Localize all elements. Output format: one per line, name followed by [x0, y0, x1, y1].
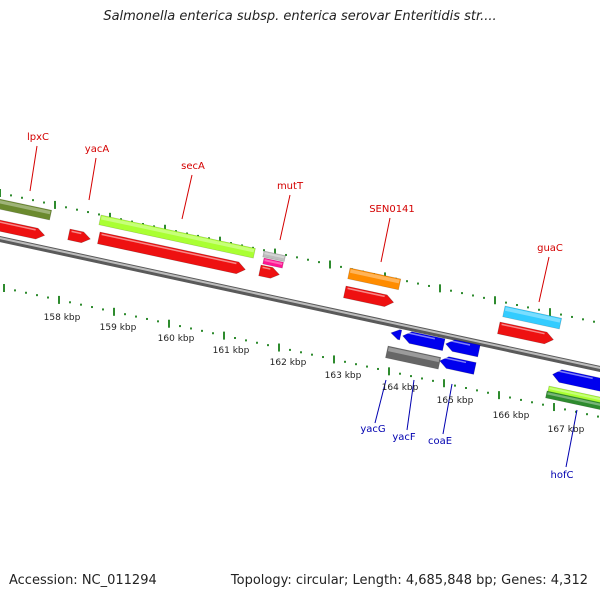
- scale-label: 159 kbp: [100, 323, 137, 333]
- feature-hofC-shape: [552, 369, 600, 392]
- scale-label: 167 kbp: [548, 425, 585, 435]
- feature-lpxC-shape: [0, 197, 53, 221]
- feature-red-1-shine: [0, 220, 36, 231]
- feature-darkgreen-rev-shine: [547, 392, 600, 407]
- label-guaC-line: [538, 256, 550, 303]
- feature-red-3: [97, 231, 246, 275]
- feature-red-6-shine: [501, 323, 545, 335]
- feature-red-3-shape: [97, 231, 246, 275]
- scale-label: 163 kbp: [325, 371, 362, 381]
- feature-secA-shape: [98, 214, 256, 259]
- feature-SEN0141: [347, 267, 402, 291]
- feature-SEN0141-shape: [347, 267, 402, 291]
- feature-SEN0141-shine: [349, 269, 400, 284]
- feature-yacG: [390, 329, 403, 341]
- scale-label: 161 kbp: [213, 346, 250, 356]
- feature-red-5: [343, 285, 395, 307]
- feature-mutT-grey-shine: [264, 252, 285, 259]
- feature-grey-rev-shape: [385, 345, 442, 370]
- scale-label: 162 kbp: [270, 358, 307, 368]
- feature-guaC: [502, 305, 563, 330]
- feature-mutT-grey: [262, 250, 286, 262]
- label-mutT: mutT: [277, 181, 304, 192]
- accession-label: Accession: NC_011294: [9, 573, 157, 588]
- scale-label: 160 kbp: [158, 334, 195, 344]
- genome-summary: Topology: circular; Length: 4,685,848 bp…: [230, 573, 588, 588]
- feature-red-2-shine: [71, 230, 82, 235]
- label-coaE-line: [442, 383, 453, 435]
- page-title: Salmonella enterica subsp. enterica sero…: [103, 9, 497, 24]
- label-yacG-line: [374, 379, 387, 424]
- feature-red-4: [258, 264, 280, 279]
- feature-hofC-shine: [555, 369, 593, 380]
- backbone-highlight: [0, 237, 600, 369]
- feature-yacG-shape: [390, 329, 403, 341]
- feature-guaC-shape: [502, 305, 563, 330]
- feature-secA-shine: [101, 216, 255, 253]
- feature-blue-rev-shine: [442, 356, 467, 364]
- feature-hofC: [552, 369, 600, 392]
- feature-lpxC-shine: [0, 199, 51, 215]
- feature-red-3-shine: [101, 233, 237, 265]
- scale-label: 164 kbp: [382, 383, 419, 393]
- feature-blue-rev-shape: [439, 356, 477, 375]
- label-SEN0141-line: [380, 217, 391, 263]
- feature-yacF-shape: [402, 331, 446, 351]
- label-SEN0141: SEN0141: [369, 204, 415, 215]
- feature-grey-rev: [385, 345, 442, 370]
- feature-red-5-shape: [343, 285, 395, 307]
- label-lpxC: lpxC: [27, 132, 49, 143]
- label-yacG: yacG: [360, 424, 385, 435]
- label-secA-line: [181, 174, 193, 220]
- label-yacA: yacA: [85, 144, 110, 155]
- label-yacF: yacF: [392, 432, 416, 443]
- feature-red-6: [497, 321, 554, 345]
- feature-lpxC: [0, 197, 53, 221]
- feature-coaE-shine: [448, 339, 471, 346]
- feature-mutT-shape: [262, 257, 284, 269]
- feature-mutT: [262, 257, 284, 269]
- feature-coaE-shape: [445, 339, 481, 358]
- feature-red-1: [0, 218, 46, 240]
- feature-mutT-shine: [264, 259, 283, 265]
- feature-guaC-shine: [504, 307, 561, 323]
- feature-coaE: [445, 339, 481, 358]
- label-yacF-line: [406, 379, 415, 431]
- feature-green-rev-shine: [549, 387, 600, 401]
- label-secA: secA: [181, 161, 205, 172]
- scale-label: 165 kbp: [437, 396, 474, 406]
- feature-red-6-shape: [497, 321, 554, 345]
- feature-darkgreen-rev: [545, 390, 600, 411]
- scale-label: 158 kbp: [44, 313, 81, 323]
- feature-mutT-grey-shape: [262, 250, 286, 262]
- feature-red-5-shine: [347, 287, 385, 298]
- feature-grey-rev-shine: [387, 347, 440, 363]
- feature-yacF: [402, 331, 446, 351]
- feature-red-1-shape: [0, 218, 46, 240]
- label-yacA-line: [88, 157, 97, 201]
- label-hofC-line: [565, 409, 578, 468]
- scale-label: 166 kbp: [493, 411, 530, 421]
- feature-red-2: [67, 228, 91, 244]
- feature-darkgreen-rev-shape: [545, 390, 600, 411]
- label-coaE: coaE: [428, 436, 452, 447]
- feature-blue-rev: [439, 356, 477, 375]
- feature-red-2-shape: [67, 228, 91, 244]
- label-hofC: hofC: [551, 470, 574, 481]
- feature-secA: [98, 214, 256, 259]
- label-lpxC-line: [29, 145, 38, 192]
- feature-yacF-shine: [405, 331, 436, 340]
- feature-red-4-shine: [262, 266, 271, 270]
- label-mutT-line: [279, 194, 291, 241]
- label-guaC: guaC: [537, 243, 563, 254]
